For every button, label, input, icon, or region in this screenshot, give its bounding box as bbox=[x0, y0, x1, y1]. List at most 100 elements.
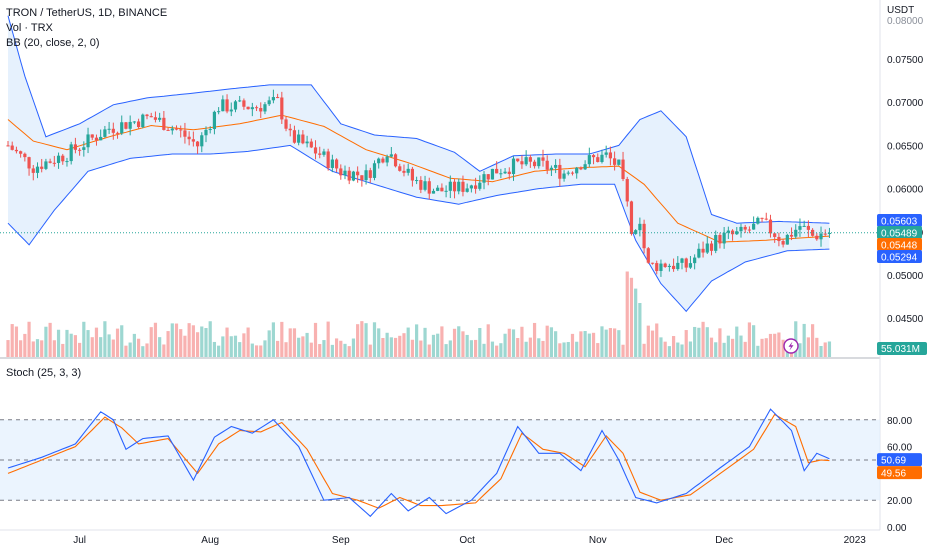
volume-bar bbox=[722, 342, 726, 357]
candle bbox=[663, 262, 667, 268]
candle bbox=[94, 134, 99, 146]
bollinger-legend[interactable]: BB (20, close, 2, 0) bbox=[6, 37, 100, 49]
volume-bar bbox=[107, 334, 111, 357]
candle bbox=[208, 126, 212, 134]
volume-bar bbox=[680, 344, 684, 357]
candle bbox=[35, 162, 40, 179]
volume-bar bbox=[339, 340, 343, 357]
candle bbox=[819, 226, 823, 247]
candle bbox=[368, 167, 372, 183]
candle bbox=[532, 159, 537, 169]
symbol-title[interactable]: TRON / TetherUS, 1D, BINANCE bbox=[6, 7, 168, 19]
volume-bar bbox=[499, 343, 503, 357]
volume-bar bbox=[389, 337, 393, 357]
volume-bar bbox=[111, 339, 115, 357]
volume-bar bbox=[444, 344, 448, 357]
candle bbox=[511, 156, 516, 181]
volume-bar bbox=[90, 337, 94, 357]
volume-bar bbox=[659, 337, 663, 357]
volume-bar bbox=[562, 342, 566, 357]
candle bbox=[90, 134, 94, 141]
volume-bar bbox=[575, 341, 579, 357]
candle bbox=[815, 233, 819, 241]
volume-bar bbox=[768, 333, 773, 357]
volume-bar bbox=[204, 328, 208, 357]
volume-bar bbox=[495, 345, 499, 357]
candle bbox=[419, 176, 423, 194]
volume-bar bbox=[191, 325, 195, 357]
candle bbox=[221, 95, 225, 112]
volume-bar bbox=[730, 338, 735, 357]
candle bbox=[27, 156, 31, 176]
candle bbox=[473, 177, 478, 194]
stoch-tick-label: 0.00 bbox=[887, 523, 907, 534]
candle bbox=[259, 102, 263, 119]
candle bbox=[545, 155, 549, 175]
volume-bar bbox=[318, 344, 322, 357]
candle bbox=[242, 98, 246, 110]
volume-bar bbox=[427, 344, 431, 357]
candle bbox=[174, 125, 179, 131]
candle bbox=[191, 131, 195, 147]
volume-bar bbox=[368, 344, 372, 357]
volume-bar bbox=[486, 324, 490, 357]
volume-bar bbox=[794, 321, 798, 357]
candle bbox=[229, 102, 233, 117]
candle bbox=[747, 226, 752, 234]
candle bbox=[752, 216, 756, 230]
candle bbox=[78, 147, 82, 156]
volume-bar bbox=[309, 342, 313, 357]
volume-bar bbox=[347, 346, 351, 357]
volume-bar bbox=[802, 323, 806, 357]
candle bbox=[789, 227, 794, 241]
volume-bar bbox=[667, 346, 671, 357]
candle bbox=[764, 212, 768, 221]
volume-bar bbox=[212, 341, 217, 357]
candle bbox=[267, 96, 271, 107]
candle bbox=[124, 121, 128, 130]
volume-bar bbox=[579, 331, 583, 357]
lightning-icon[interactable] bbox=[783, 338, 799, 354]
volume-bar bbox=[663, 341, 667, 357]
volume-bar bbox=[410, 339, 415, 357]
candlesticks bbox=[6, 89, 832, 277]
volume-bar bbox=[145, 343, 149, 357]
volume-bar bbox=[419, 340, 423, 357]
candle bbox=[558, 158, 562, 187]
volume-bar bbox=[35, 339, 40, 357]
volume-bar bbox=[613, 328, 617, 357]
candle bbox=[671, 258, 676, 272]
candle bbox=[200, 132, 204, 153]
volume-bar bbox=[343, 343, 347, 357]
candle bbox=[495, 161, 499, 174]
volume-bar bbox=[86, 330, 90, 357]
candle bbox=[667, 263, 671, 272]
volume-bar bbox=[288, 328, 292, 357]
candle bbox=[469, 184, 473, 193]
candle bbox=[309, 138, 313, 149]
volume-bar bbox=[714, 342, 718, 357]
volume-bar bbox=[436, 333, 440, 357]
candle bbox=[642, 219, 646, 254]
candle bbox=[313, 140, 318, 160]
price-axis[interactable]: USDT 0.08000 0.07500 0.07000 0.06500 0.0600… bbox=[887, 5, 924, 325]
candle bbox=[570, 171, 575, 176]
time-axis[interactable]: Jul Aug Sep Oct Nov Dec 2023 bbox=[73, 535, 866, 546]
time-tick-label: Nov bbox=[589, 535, 607, 546]
volume-bar bbox=[263, 340, 267, 357]
candle bbox=[356, 166, 360, 183]
candle bbox=[402, 164, 406, 177]
stochastic-legend[interactable]: Stoch (25, 3, 3) bbox=[6, 367, 82, 379]
candle bbox=[427, 177, 431, 200]
candle bbox=[103, 125, 107, 138]
candle bbox=[276, 93, 280, 99]
volume-bar bbox=[284, 342, 288, 357]
candle bbox=[625, 176, 629, 207]
stoch-k-badge: 50.69 bbox=[877, 453, 922, 467]
price-tick-label: 0.04500 bbox=[887, 314, 924, 325]
candle bbox=[524, 150, 528, 167]
candle bbox=[263, 102, 267, 115]
volume-legend[interactable]: Vol · TRX bbox=[6, 22, 53, 34]
